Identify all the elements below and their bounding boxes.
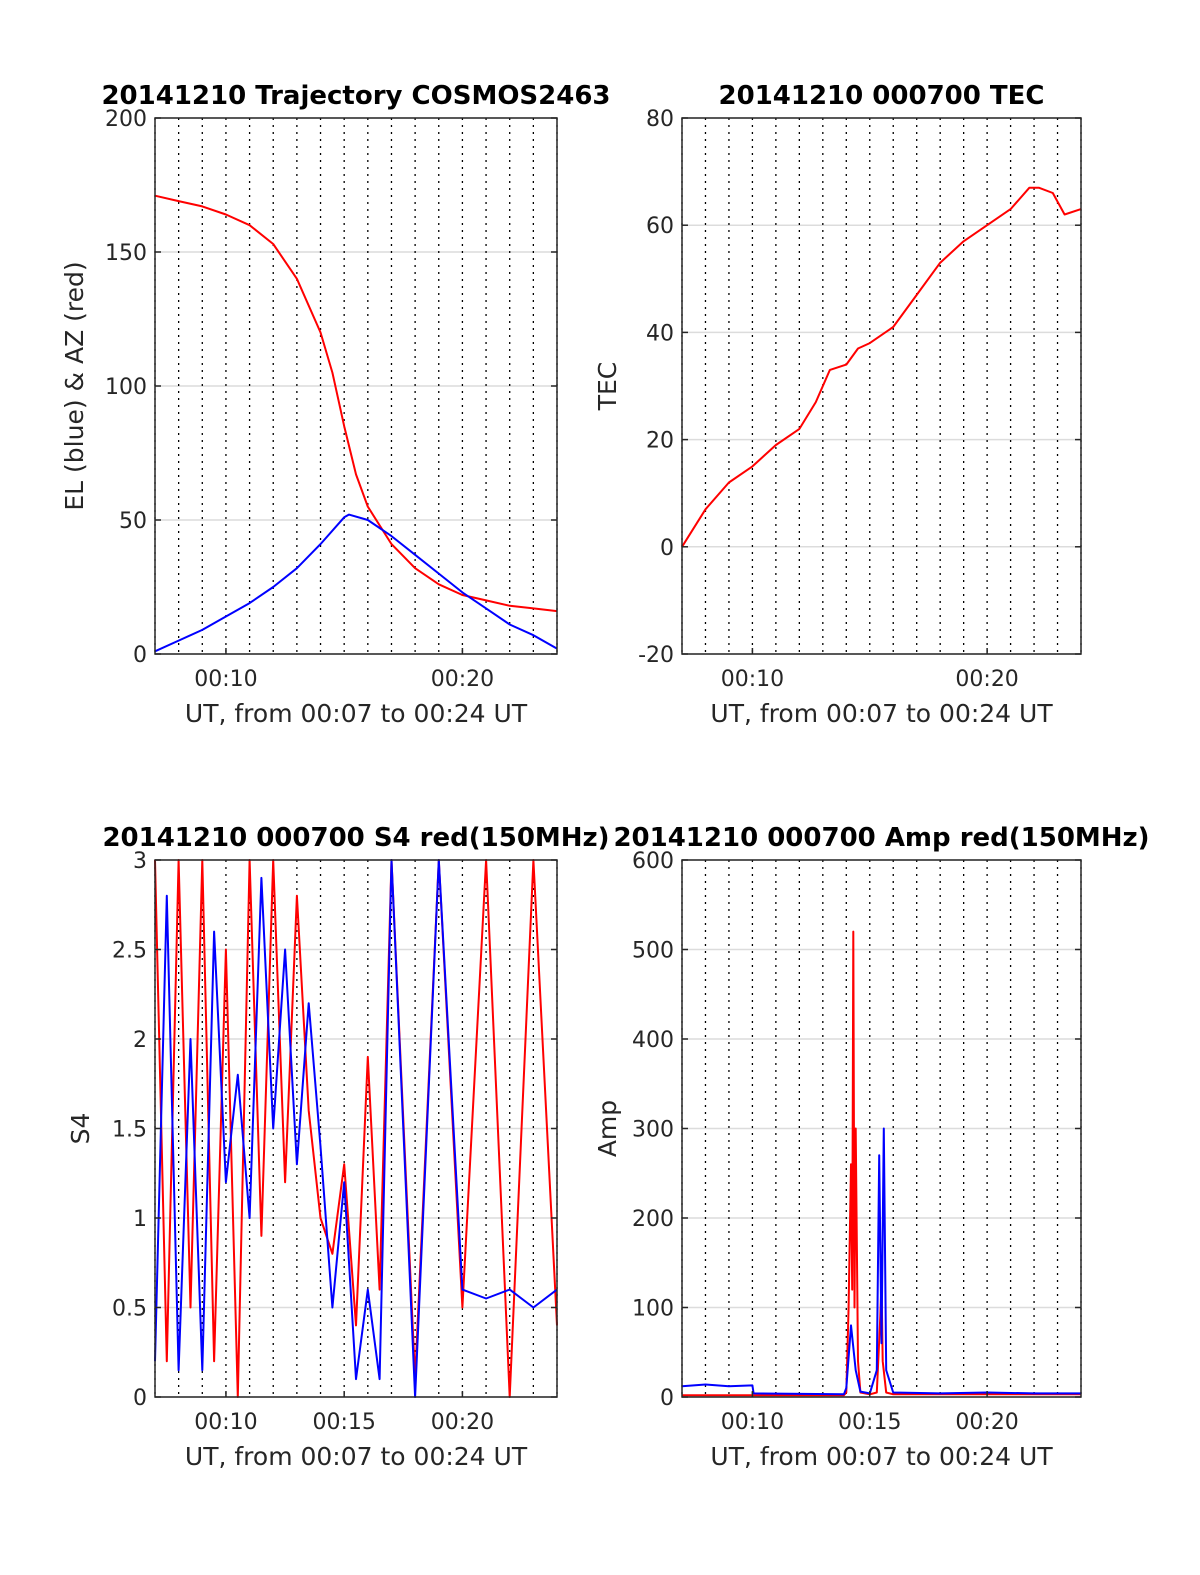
amp-y-tick-label: 400 <box>632 1028 674 1053</box>
tec-y-tick-label: -20 <box>638 643 674 668</box>
trajectory-series-red-line <box>154 194 558 613</box>
s4-series-blue-line <box>154 859 558 1398</box>
tec-y-tick-label: 80 <box>646 107 674 132</box>
tec-y-tick-label: 20 <box>646 429 674 454</box>
s4-panel: 0 0.5 1 1.5 2 2.5 3 00:10 00:15 00:20 20141210 000… <box>66 823 610 1471</box>
amp-y-tick-label: 300 <box>632 1118 674 1143</box>
amp-x-axis-label: UT, from 00:07 to 00:24 UT <box>710 1442 1053 1471</box>
amp-y-tick-label: 600 <box>632 849 674 874</box>
s4-y-tick-label: 1.5 <box>112 1118 147 1143</box>
s4-x-tick-label: 00:20 <box>431 1410 494 1435</box>
tec-title: 20141210 000700 TEC <box>719 81 1045 111</box>
s4-x-tick-label: 00:10 <box>194 1410 257 1435</box>
amp-x-tick-label: 00:15 <box>838 1410 901 1435</box>
amp-y-tick-label: 500 <box>632 939 674 964</box>
amp-y-tick-label: 200 <box>632 1207 674 1232</box>
s4-y-tick-label: 2 <box>133 1028 147 1053</box>
amp-x-tick-label: 00:10 <box>721 1410 784 1435</box>
tec-axes-frame <box>681 117 1082 655</box>
s4-title: 20141210 000700 S4 red(150MHz) <box>102 823 609 853</box>
s4-y-tick-label: 2.5 <box>112 939 147 964</box>
s4-x-axis-label: UT, from 00:07 to 00:24 UT <box>185 1442 528 1471</box>
tec-y-tick-label: 0 <box>660 536 674 561</box>
amp-title: 20141210 000700 Amp red(150MHz) <box>613 823 1149 853</box>
amp-x-tick-label: 00:20 <box>955 1410 1018 1435</box>
tec-panel: -20 0 20 40 60 80 00:10 00:20 20141210 000700 TE… <box>593 81 1082 728</box>
amp-y-axis-label: Amp <box>593 1100 622 1157</box>
s4-y-tick-label: 0 <box>133 1386 147 1411</box>
trajectory-title: 20141210 Trajectory COSMOS2463 <box>101 81 610 111</box>
tec-x-tick-label: 00:20 <box>955 667 1018 692</box>
tec-y-tick-label: 60 <box>646 214 674 239</box>
trajectory-x-axis-label: UT, from 00:07 to 00:24 UT <box>185 699 528 728</box>
trajectory-y-tick-label: 200 <box>105 107 147 132</box>
trajectory-y-tick-label: 100 <box>105 375 147 400</box>
trajectory-y-tick-label: 50 <box>119 509 147 534</box>
trajectory-series-blue-line <box>154 513 558 653</box>
s4-y-tick-label: 3 <box>133 849 147 874</box>
amp-y-tick-label: 0 <box>660 1386 674 1411</box>
tec-y-tick-label: 40 <box>646 321 674 346</box>
s4-y-axis-label: S4 <box>66 1113 95 1145</box>
trajectory-x-tick-label: 00:10 <box>194 667 257 692</box>
tec-series-red-line <box>681 186 1082 548</box>
amp-y-tick-label: 100 <box>632 1297 674 1322</box>
trajectory-y-tick-label: 150 <box>105 241 147 266</box>
amp-panel: 0 100 200 300 400 500 600 00:10 00:15 00:20 201412… <box>593 823 1150 1471</box>
tec-x-axis-label: UT, from 00:07 to 00:24 UT <box>710 699 1053 728</box>
s4-y-tick-label: 1 <box>133 1207 147 1232</box>
tec-x-tick-label: 00:10 <box>721 667 784 692</box>
trajectory-y-axis-label: EL (blue) & AZ (red) <box>60 261 89 510</box>
amp-series-red-line <box>682 930 1081 1397</box>
trajectory-panel: 0 50 100 150 200 00:10 00:20 20141210 Trajector… <box>60 81 611 728</box>
s4-y-tick-label: 0.5 <box>112 1297 147 1322</box>
trajectory-x-tick-label: 00:20 <box>431 667 494 692</box>
trajectory-y-tick-label: 0 <box>133 643 147 668</box>
tec-y-axis-label: TEC <box>593 362 622 412</box>
tec-plot-area <box>682 118 1081 654</box>
s4-x-tick-label: 00:15 <box>312 1410 375 1435</box>
